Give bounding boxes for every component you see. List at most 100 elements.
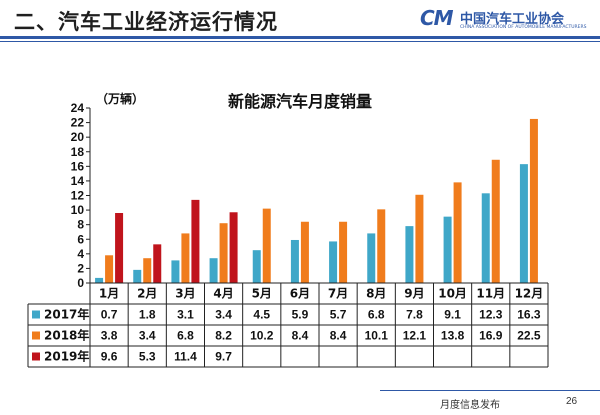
bar-2018年-1月 [105, 255, 114, 283]
bar-2017年-2月 [133, 269, 142, 283]
table-cell-value: 12.1 [403, 329, 427, 343]
bar-2018年-4月 [219, 223, 228, 283]
bar-2017年-12月 [519, 164, 528, 283]
bar-2017年-6月 [290, 239, 299, 283]
y-tick-label: 4 [77, 247, 84, 261]
table-cell-value: 22.5 [517, 329, 541, 343]
legend-label: 2018年 [44, 328, 89, 343]
y-tick-label: 24 [71, 101, 85, 115]
y-tick-label: 2 [77, 261, 84, 275]
y-tick-label: 14 [71, 174, 85, 188]
table-cell-value: 16.3 [517, 308, 541, 322]
table-cell-value: 8.2 [215, 329, 232, 343]
bar-2019年-3月 [191, 199, 200, 283]
y-tick-label: 0 [77, 276, 84, 290]
table-cell-value: 9.6 [101, 350, 118, 364]
y-tick-label: 22 [71, 116, 85, 130]
bar-2017年-10月 [443, 216, 452, 283]
x-tick-label: 12月 [515, 287, 544, 301]
table-cell-value: 12.3 [479, 308, 503, 322]
table-cell-value: 9.7 [215, 350, 232, 364]
bar-2018年-3月 [181, 233, 190, 283]
table-cell-value: 5.7 [330, 308, 347, 322]
bar-2018年-7月 [339, 221, 348, 283]
x-tick-label: 6月 [290, 287, 310, 301]
y-tick-label: 12 [71, 189, 85, 203]
bar-2017年-8月 [367, 233, 376, 283]
table-cell-value: 4.5 [253, 308, 270, 322]
footer-divider [380, 390, 600, 391]
bar-2018年-2月 [143, 258, 152, 283]
table-cell-value: 13.8 [441, 329, 465, 343]
bar-2017年-3月 [171, 260, 180, 283]
bar-2017年-9月 [405, 226, 414, 283]
x-tick-label: 10月 [438, 287, 467, 301]
y-tick-label: 8 [77, 218, 84, 232]
table-cell-value: 8.4 [292, 329, 309, 343]
table-cell-value: 10.1 [365, 329, 389, 343]
y-tick-label: 16 [71, 159, 85, 173]
x-tick-label: 4月 [213, 287, 233, 301]
x-tick-label: 11月 [476, 287, 505, 301]
x-tick-label: 7月 [328, 287, 348, 301]
table-cell-value: 3.1 [177, 308, 194, 322]
bar-2018年-6月 [300, 221, 309, 283]
y-tick-label: 6 [77, 232, 84, 246]
data-table: 1月 2月 3月 4月 5月 6月 7月 8月 9月 10月 11月 12月 2017年 0.7 1.8 3.… [27, 282, 549, 368]
legend-swatch [32, 352, 40, 361]
legend-swatch [32, 331, 40, 340]
table-cell-value: 11.4 [174, 350, 197, 364]
page-number: 26 [566, 396, 578, 407]
bar-2017年-7月 [329, 241, 338, 283]
table-cell-value: 5.3 [139, 350, 156, 364]
x-tick-label: 2月 [137, 287, 157, 301]
table-cell-value: 1.8 [139, 308, 156, 322]
table-cell-value: 16.9 [479, 329, 503, 343]
bars [95, 118, 538, 283]
bar-2018年-8月 [377, 209, 386, 283]
x-tick-label: 5月 [252, 287, 272, 301]
table-cell-value: 0.7 [101, 308, 118, 322]
bar-2017年-5月 [252, 250, 261, 283]
bar-2019年-2月 [153, 244, 162, 283]
table-cell-value: 5.9 [292, 308, 309, 322]
y-tick-label: 20 [71, 130, 85, 144]
bar-2017年-1月 [95, 277, 104, 283]
section-title: 二、汽车工业经济运行情况 [14, 10, 278, 34]
table-cell-value: 3.4 [139, 329, 156, 343]
caam-logo: CM 中国汽车工业协会 CHINA ASSOCIATION OF AUTOMOB… [420, 6, 595, 34]
bar-2019年-1月 [115, 213, 124, 283]
legend-label: 2019年 [44, 349, 89, 364]
header-divider-thin [0, 41, 600, 42]
y-tick-label: 18 [71, 145, 85, 159]
legend-label: 2017年 [44, 307, 89, 322]
x-tick-label: 9月 [404, 287, 424, 301]
y-axis-unit-label: （万辆） [96, 92, 145, 106]
bar-2018年-10月 [453, 182, 462, 283]
table-cell-value: 8.4 [330, 329, 347, 343]
logo-english-name: CHINA ASSOCIATION OF AUTOMOBILE MANUFACT… [460, 25, 587, 30]
bar-2018年-12月 [529, 118, 538, 283]
footer-label: 月度信息发布 [440, 400, 500, 411]
table-cell-value: 7.8 [406, 308, 423, 322]
table-cell-value: 6.8 [368, 308, 385, 322]
slide-header: 二、汽车工业经济运行情况 CM 中国汽车工业协会 CHINA ASSOCIATI… [0, 0, 600, 50]
bar-2018年-11月 [491, 159, 500, 283]
x-tick-label: 8月 [366, 287, 386, 301]
x-tick-label: 1月 [99, 287, 119, 301]
logo-mark: CM [420, 6, 454, 30]
table-cell-value: 6.8 [177, 329, 194, 343]
chart-title: 新能源汽车月度销量 [227, 92, 372, 111]
y-tick-label: 10 [71, 203, 85, 217]
table-cell-value: 3.8 [101, 329, 118, 343]
bar-2017年-4月 [209, 258, 218, 283]
bar-2018年-5月 [262, 208, 271, 283]
legend-swatch [32, 310, 40, 319]
table-cell-value: 9.1 [444, 308, 461, 322]
bar-2019年-4月 [229, 212, 238, 283]
table-cell-value: 10.2 [250, 329, 274, 343]
logo-chinese-name: 中国汽车工业协会 [460, 12, 565, 27]
bar-2017年-11月 [481, 193, 490, 283]
